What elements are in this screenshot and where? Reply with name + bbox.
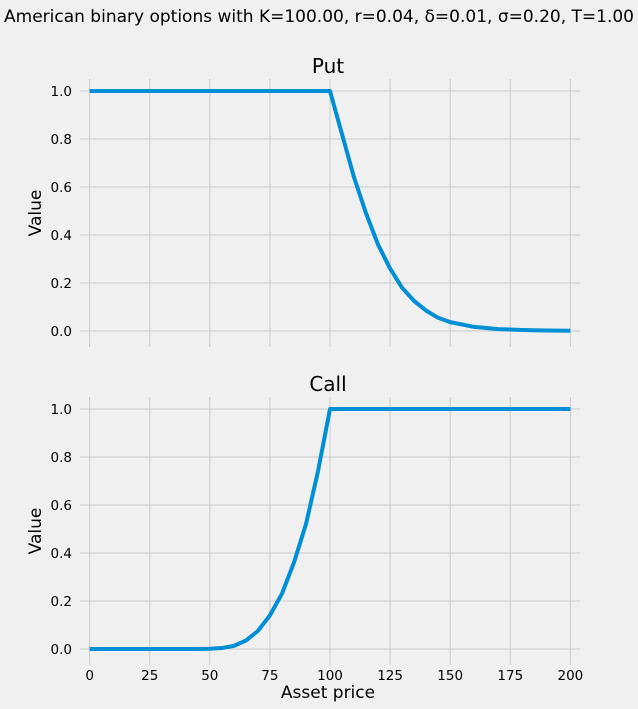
call-ytick-label: 0.6	[51, 498, 72, 514]
put-ytick-label: 0.4	[51, 228, 72, 244]
call-ytick-label: 1.0	[51, 402, 72, 418]
put-ytick-label: 0.6	[51, 180, 72, 196]
put-series	[89, 89, 571, 333]
call-xtick-label: 200	[557, 668, 583, 684]
put-grid	[80, 79, 580, 343]
call-xtick-label: 50	[201, 668, 218, 684]
call-grid	[80, 397, 580, 661]
call-ylabel: Value	[26, 508, 46, 555]
call-ytick-label: 0.8	[51, 450, 72, 466]
call-xtick-label: 0	[85, 668, 94, 684]
figure-suptitle: American binary options with K=100.00, r…	[4, 7, 634, 27]
call-ytick-label: 0.2	[51, 594, 72, 610]
put-ytick-label: 0.2	[51, 276, 72, 292]
put-ticks: 0.0 0.2 0.4 0.6 0.8 1.0	[51, 84, 571, 347]
call-series	[89, 407, 571, 651]
put-ylabel: Value	[26, 190, 46, 237]
put-ytick-label: 0.8	[51, 132, 72, 148]
call-ticks: 0 25 50 75 100 125 150 175 200 0.0 0.2 0.4 0.6 0.8 1.0	[51, 402, 584, 684]
call-xtick-label: 100	[317, 668, 343, 684]
call-xtick-label: 175	[497, 668, 523, 684]
call-panel: 0 25 50 75 100 125 150 175 200 0.0 0.2 0.4 0.6 0.8 1.0…	[26, 372, 583, 703]
call-series-line	[89, 407, 571, 651]
call-xtick-label: 125	[377, 668, 403, 684]
put-ytick-label: 0.0	[51, 324, 72, 340]
call-xtick-label: 150	[437, 668, 463, 684]
call-xtick-label: 75	[261, 668, 278, 684]
call-ytick-label: 0.4	[51, 546, 72, 562]
put-panel: 0.0 0.2 0.4 0.6 0.8 1.0 Put Value	[26, 54, 580, 347]
call-panel-title: Call	[309, 372, 346, 396]
put-series-line	[89, 89, 571, 333]
call-xlabel: Asset price	[281, 683, 375, 703]
put-panel-title: Put	[312, 54, 344, 78]
call-xtick-label: 25	[141, 668, 158, 684]
put-ytick-label: 1.0	[51, 84, 72, 100]
call-ytick-label: 0.0	[51, 642, 72, 658]
